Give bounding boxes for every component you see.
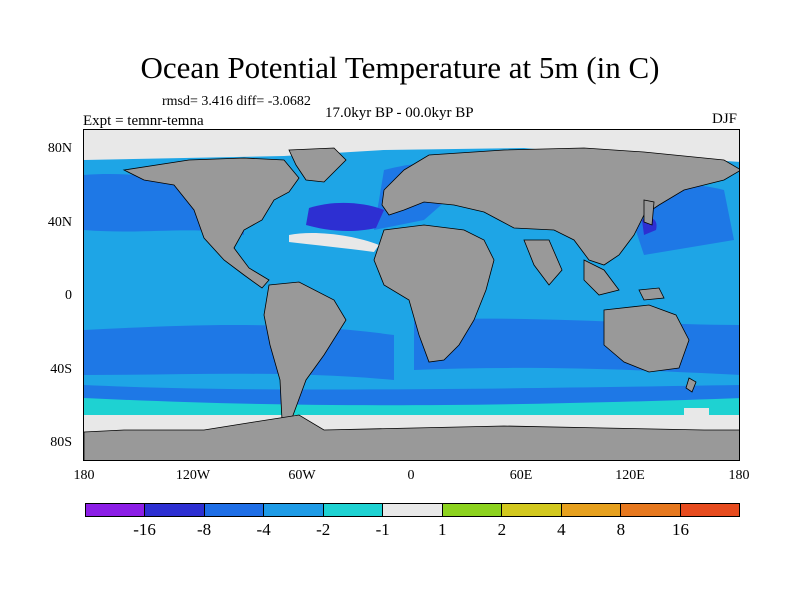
season-label: DJF [712,111,738,127]
map-panel [83,129,740,461]
cold-anomaly-patch [306,202,384,232]
lat-tick-40n: 40N [47,215,72,230]
colorbar-label: -16 [133,520,156,539]
mild-anomaly-band [84,398,739,420]
colorbar-label: 4 [557,520,566,539]
colorbar-label: 2 [497,520,507,539]
rmsd-diff-stats: rmsd= 3.416 diff= -3.0682 [162,94,311,109]
colorbar-swatch-6 [442,504,503,516]
colorbar-swatch-3 [264,504,324,516]
colorbar-label: 8 [616,520,626,539]
map-title: Ocean Potential Temperature at 5m (in C) [140,50,660,85]
colorbar-label: -4 [256,520,271,539]
colorbar-label: 16 [671,520,689,539]
time-period-label: 17.0kyr BP - 00.0kyr BP [325,105,474,121]
lon-tick-180w: 180 [73,468,95,483]
lon-tick-120e: 120E [615,468,645,483]
colorbar-label: 1 [438,520,447,539]
lon-tick-60w: 60W [288,468,316,483]
colorbar-swatch-4 [323,504,384,516]
colorbar-swatch-0 [86,504,146,516]
lat-tick-80n: 80N [47,141,72,156]
colorbar-label: -2 [316,520,331,539]
world-temperature-map [84,130,739,460]
colorbar-swatch-10 [680,504,739,516]
lat-tick-80s: 80S [50,435,72,450]
colorbar-label: -8 [196,520,212,539]
colorbar-swatch-2 [204,504,265,516]
colorbar-swatch-7 [502,504,562,516]
colorbar-swatch-9 [621,504,681,516]
lon-tick-120w: 120W [175,468,211,483]
land-masses [84,147,739,460]
colorbar [85,503,740,517]
colorbar-swatch-8 [561,504,622,516]
colorbar-swatch-1 [145,504,205,516]
lon-tick-180e: 180 [728,468,750,483]
experiment-label: Expt = temnr-temna [83,113,204,129]
lat-tick-0: 0 [65,288,72,303]
lon-tick-0: 0 [407,468,415,483]
lon-tick-60e: 60E [509,468,533,483]
colorbar-swatch-5 [383,504,443,516]
colorbar-label: -1 [375,520,390,539]
lat-tick-40s: 40S [50,362,72,377]
